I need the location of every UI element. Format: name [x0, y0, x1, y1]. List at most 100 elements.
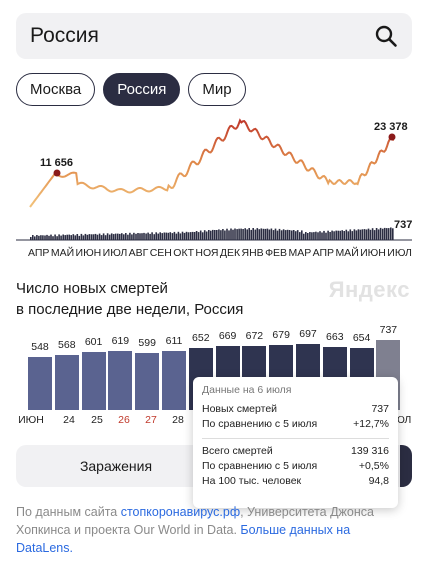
- tooltip-divider: [202, 438, 389, 439]
- deaths-mini-bar: [127, 234, 129, 240]
- bar-28[interactable]: 611: [162, 325, 186, 410]
- day-label: 25: [91, 414, 103, 426]
- deaths-mini-bar: [78, 235, 81, 240]
- deaths-mini-bar: [139, 233, 141, 240]
- deaths-mini-bar: [377, 229, 380, 240]
- deaths-mini-bar: [256, 228, 259, 240]
- deaths-mini-bar: [224, 230, 226, 240]
- bar-value-label: 652: [192, 331, 210, 344]
- deaths-mini-bar: [203, 230, 206, 240]
- deaths-mini-bar: [284, 230, 287, 240]
- deaths-mini-bar: [264, 228, 267, 240]
- deaths-mini-bar: [197, 232, 200, 240]
- deaths-mini-bar: [199, 230, 202, 240]
- deaths-mini-bar: [208, 230, 210, 240]
- day-label: 28: [172, 414, 184, 426]
- deaths-mini-bar: [278, 228, 281, 240]
- datalens-link[interactable]: Больше данных на DataLens.: [16, 523, 351, 555]
- deaths-mini-bar: [367, 228, 370, 240]
- bar-23[interactable]: 548: [28, 325, 52, 410]
- month-label: ДЕК: [219, 247, 241, 259]
- tab-infections[interactable]: Заражения: [79, 458, 153, 474]
- deaths-mini-bar: [32, 235, 34, 240]
- deaths-mini-bar: [317, 232, 319, 240]
- search-icon[interactable]: [374, 24, 398, 48]
- bar-value-label: 669: [218, 330, 237, 343]
- deaths-mini-bar: [214, 230, 216, 240]
- deaths-mini-bar: [347, 231, 350, 240]
- deaths-mini-bar: [373, 230, 376, 240]
- deaths-mini-bar: [108, 234, 111, 240]
- deaths-mini-bar: [86, 234, 89, 240]
- deaths-mini-bar: [286, 229, 289, 240]
- deaths-mini-bar: [165, 232, 168, 240]
- deaths-mini-bar: [104, 235, 107, 240]
- month-label: АПР: [28, 247, 50, 259]
- deaths-mini-bar: [88, 234, 91, 240]
- deaths-mini-bar: [258, 229, 261, 240]
- cases-chart[interactable]: 11 656 23 378 737: [16, 112, 412, 262]
- deaths-title-line1: Число новых смертей: [16, 280, 168, 297]
- month-label: ИЮЛ: [102, 247, 128, 259]
- deaths-bars: [30, 227, 394, 240]
- bar-27[interactable]: 599: [135, 325, 160, 410]
- deaths-mini-bar: [319, 231, 321, 240]
- source-link-stopcoronavirus[interactable]: стопкоронавирус.рф: [120, 505, 241, 519]
- deaths-mini-bar: [110, 233, 113, 240]
- deaths-mini-bar: [82, 235, 85, 240]
- bar-rect: [81, 352, 106, 410]
- bar-24[interactable]: 568: [54, 325, 79, 410]
- deaths-mini-bar: [307, 233, 309, 240]
- deaths-mini-bar: [119, 233, 121, 240]
- deaths-mini-bar: [371, 228, 374, 240]
- chip-russia[interactable]: Россия: [103, 73, 181, 106]
- deaths-mini-bar: [365, 229, 368, 240]
- deaths-mini-bar: [383, 227, 386, 240]
- deaths-mini-bar: [387, 228, 390, 240]
- bar-25[interactable]: 601: [81, 325, 106, 410]
- deaths-mini-bar: [230, 228, 232, 240]
- month-label: ФЕВ: [265, 247, 288, 259]
- deaths-mini-bar: [84, 233, 87, 240]
- chip-world[interactable]: Мир: [188, 73, 246, 106]
- deaths-mini-bar: [355, 230, 358, 240]
- tooltip-total-deaths-value: 139 316: [351, 445, 389, 457]
- deaths-mini-bar: [222, 229, 224, 240]
- bar-rect: [135, 352, 160, 410]
- deaths-mini-bar: [212, 229, 214, 240]
- deaths-mini-bar: [167, 232, 170, 240]
- deaths-mini-bar: [226, 228, 228, 240]
- deaths-mini-bar: [163, 232, 166, 240]
- deaths-mini-bar: [96, 234, 99, 240]
- deaths-mini-bar: [141, 233, 143, 240]
- deaths-mini-bar: [175, 233, 178, 240]
- deaths-mini-bar: [210, 230, 212, 240]
- bar-value-label: 737: [379, 324, 398, 337]
- tab-deaths[interactable]: [400, 445, 412, 487]
- deaths-mini-bar: [333, 231, 335, 240]
- chip-moscow[interactable]: Москва: [16, 73, 96, 106]
- deaths-mini-bar: [359, 229, 362, 240]
- deaths-mini-bar: [149, 233, 151, 240]
- last-value-label: 23 378: [374, 121, 408, 133]
- tooltip-compare1-label: По сравнению с 5 июля: [202, 418, 318, 430]
- deaths-mini-bar: [143, 232, 145, 240]
- search-input[interactable]: Россия: [30, 24, 99, 47]
- bar-value-label: 601: [84, 336, 103, 349]
- deaths-mini-bar: [345, 229, 348, 240]
- deaths-mini-bar: [131, 234, 133, 240]
- deaths-mini-bar: [292, 230, 295, 240]
- deaths-mini-bar: [161, 233, 163, 240]
- deaths-mini-bar: [173, 231, 176, 240]
- deaths-mini-bar: [294, 231, 297, 240]
- deaths-mini-bar: [327, 230, 329, 240]
- deaths-mini-bar: [266, 228, 269, 240]
- deaths-mini-bar: [183, 232, 186, 240]
- search-bar[interactable]: Россия: [16, 13, 412, 59]
- deaths-mini-bar: [74, 235, 77, 240]
- bar-value-label: 548: [31, 341, 49, 354]
- deaths-mini-bar: [147, 232, 149, 240]
- bar-26[interactable]: 619: [108, 325, 133, 410]
- bar-rect: [162, 351, 186, 410]
- deaths-mini-bar: [157, 233, 159, 240]
